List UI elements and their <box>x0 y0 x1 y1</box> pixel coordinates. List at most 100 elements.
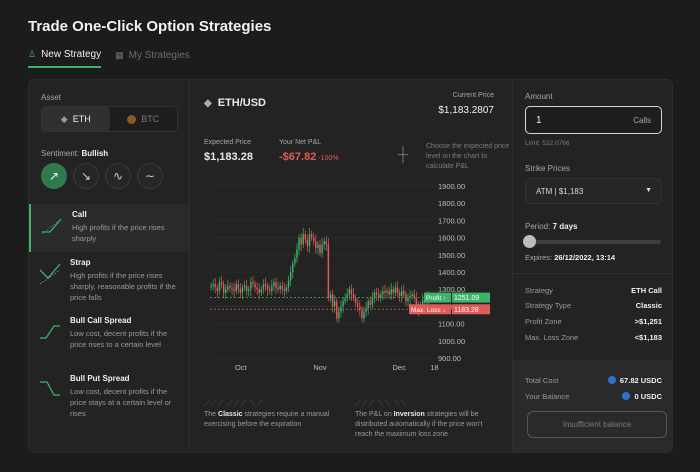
strategy-item-call[interactable]: Call High profits if the price rises sha… <box>29 204 189 252</box>
note-bold: Classic <box>218 411 243 418</box>
candle-body <box>221 282 222 284</box>
candle-body <box>386 291 387 293</box>
period-value: 7 days <box>553 222 578 231</box>
candle-body <box>227 286 228 289</box>
volatile-button[interactable]: ∿ <box>105 163 131 189</box>
candle-body <box>411 294 412 296</box>
strategy-name: Bull Put Spread <box>70 374 181 383</box>
candle-body <box>328 244 329 297</box>
crosshair-icon: ┼ <box>398 146 408 162</box>
candle-body <box>256 287 257 289</box>
candle-body <box>334 301 335 306</box>
bullish-button[interactable]: ↗ <box>41 163 67 189</box>
candle-body <box>340 306 341 311</box>
amount-input[interactable]: 1 Calls <box>525 106 662 134</box>
amount-value: 1 <box>536 115 542 126</box>
candle-body <box>300 238 301 245</box>
candle-body <box>217 287 218 290</box>
candle-body <box>296 250 297 259</box>
your-balance: Your Balance 0 USDC <box>525 392 662 401</box>
period-slider[interactable] <box>527 240 661 244</box>
candle-body <box>292 263 293 272</box>
candle-body <box>275 282 276 287</box>
classic-strategy-icons: ⟋⟋⟋ ⟋⟋⟋ ⟍⟋ <box>204 399 263 409</box>
candle-body <box>267 286 268 289</box>
candle-body <box>365 308 366 311</box>
candle-body <box>288 281 289 288</box>
asset-eth-button[interactable]: ◆ ETH <box>42 107 110 131</box>
balance-value: 0 USDC <box>634 392 662 401</box>
candle-body <box>265 284 266 286</box>
y-tick-label: 1500.00 <box>438 251 465 260</box>
candle-body <box>286 287 287 290</box>
candle-body <box>338 312 339 319</box>
candle-body <box>282 286 283 289</box>
candle-body <box>363 312 364 319</box>
period-slider-handle[interactable] <box>523 235 536 248</box>
candle-body <box>254 284 255 287</box>
tab-my-strategies[interactable]: ▦ My Strategies <box>115 49 190 68</box>
candle-body <box>401 291 402 296</box>
amount-limit: Limit: 522.0766 <box>525 140 569 147</box>
neutral-button[interactable]: ∼ <box>137 163 163 189</box>
y-tick-label: 1800.00 <box>438 199 465 208</box>
wave-icon: ∿ <box>113 169 123 183</box>
expected-price-value: $1,183.28 <box>204 151 253 163</box>
candle-body <box>215 284 216 287</box>
candle-body <box>313 238 314 241</box>
note-text: The P&L on <box>355 411 394 418</box>
strategy-item-strap[interactable]: Strap High profits if the price rises sh… <box>29 252 189 310</box>
asset-eth-label: ETH <box>73 114 91 124</box>
candle-body <box>248 289 249 291</box>
candle-body <box>233 289 234 291</box>
candle-body <box>407 298 408 301</box>
note-text: The <box>204 411 218 418</box>
candle-body <box>223 284 224 293</box>
candle-body <box>307 239 308 246</box>
candle-body <box>367 301 368 308</box>
y-tick-label: 1100.00 <box>438 320 465 329</box>
candle-body <box>311 234 312 237</box>
strategy-item-bull-call-spread[interactable]: Bull Call Spread Low cost, decent profit… <box>29 310 189 368</box>
candle-body <box>303 234 304 244</box>
tab-new-strategy[interactable]: ♙ New Strategy <box>28 49 101 68</box>
candle-body <box>361 310 362 319</box>
bearish-button[interactable]: ↘ <box>73 163 99 189</box>
candle-body <box>252 282 253 284</box>
strike-label: Strike Prices <box>525 164 570 173</box>
candle-body <box>309 234 310 246</box>
strategy-item-bull-put-spread[interactable]: Bull Put Spread Low cost, decent profits… <box>29 368 189 426</box>
page-title: Trade One-Click Option Strategies <box>28 18 271 35</box>
asset-btc-button[interactable]: BTC <box>110 107 178 131</box>
candle-body <box>238 284 239 289</box>
inversion-strategy-icons: ⟋⟋⟋ ⟍⟍ ⟍⟍ <box>355 399 408 409</box>
detail-value: ETH Call <box>631 286 662 295</box>
asset-label: Asset <box>41 93 61 102</box>
price-chart[interactable]: 1900.00 1800.00 1700.00 1600.00 1500.00 1400.… <box>204 180 504 380</box>
strap-payoff-icon <box>39 262 61 288</box>
x-tick-label: 18 <box>430 363 438 372</box>
candle-body <box>271 286 272 291</box>
expires-value: 26/12/2022, 13:14 <box>554 253 615 262</box>
period-label: Period: 7 days <box>525 222 578 231</box>
cost-summary: Total Cost 67.82 USDC Your Balance 0 USDC <box>513 360 673 453</box>
insufficient-balance-button[interactable]: Insufficient balance <box>527 411 667 438</box>
asset-toggle: ◆ ETH BTC <box>41 106 178 132</box>
candle-body <box>279 286 280 289</box>
candle-body <box>225 289 226 292</box>
bull-call-spread-icon <box>39 320 61 342</box>
detail-max-loss-zone: Max. Loss Zone <$1,183 <box>525 333 662 342</box>
detail-strategy-type: Strategy Type Classic <box>525 301 662 310</box>
candle-body <box>244 286 245 288</box>
candle-body <box>351 289 352 294</box>
candle-body <box>342 301 343 306</box>
candle-body <box>250 282 251 289</box>
loss-tag-label: Max. Loss ↓ <box>411 307 446 314</box>
order-form: Amount 1 Calls Limit: 522.0766 Strike Pr… <box>513 80 673 452</box>
candle-body <box>380 294 381 297</box>
current-price-value: $1,183.2807 <box>438 105 494 116</box>
strike-select[interactable]: ATM | $1,183 ▼ <box>525 178 662 204</box>
tab-bar: ♙ New Strategy ▦ My Strategies <box>28 49 190 68</box>
usdc-icon <box>608 376 616 384</box>
candle-body <box>349 289 350 294</box>
